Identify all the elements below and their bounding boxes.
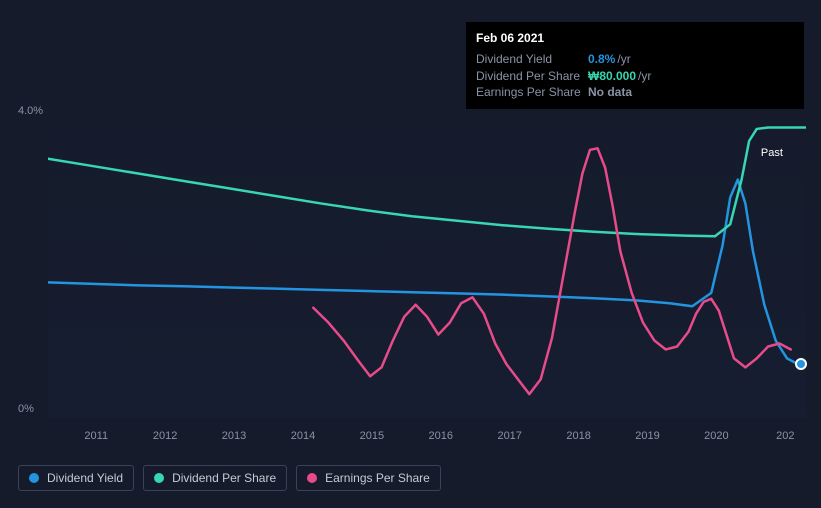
tooltip-row-value: ₩80.000 [588, 68, 636, 85]
tooltip-row-value: 0.8% [588, 51, 615, 68]
tooltip-row-label: Earnings Per Share [476, 84, 588, 101]
x-axis-labels: 2011 2012 2013 2014 2015 2016 2017 2018 2019 2020… [48, 430, 808, 450]
series-line [48, 180, 806, 365]
tooltip-row-suffix: /yr [617, 51, 630, 68]
legend-item[interactable]: Earnings Per Share [296, 465, 441, 491]
legend-label: Dividend Yield [47, 471, 123, 485]
x-axis-label: 2015 [360, 430, 384, 442]
tooltip-row-value: No data [588, 84, 632, 101]
chart-plot: Past [48, 120, 806, 418]
x-axis-label: 2011 [84, 430, 108, 442]
series-marker [795, 358, 807, 370]
x-axis-label: 202 [776, 430, 794, 442]
tooltip-row-suffix: /yr [638, 68, 651, 85]
tooltip-row: Earnings Per ShareNo data [476, 84, 794, 101]
legend-dot-icon [29, 473, 39, 483]
y-axis-label: 4.0% [18, 105, 43, 117]
series-line [313, 148, 791, 394]
tooltip-row-label: Dividend Yield [476, 51, 588, 68]
x-axis-label: 2012 [153, 430, 177, 442]
x-axis-label: 2013 [222, 430, 246, 442]
legend-label: Dividend Per Share [172, 471, 276, 485]
legend-item[interactable]: Dividend Per Share [143, 465, 287, 491]
series-line [48, 127, 806, 236]
chart-legend: Dividend Yield Dividend Per Share Earnings… [18, 465, 441, 491]
x-axis-label: 2019 [635, 430, 659, 442]
x-axis-label: 2017 [497, 430, 521, 442]
x-axis-label: 2018 [566, 430, 590, 442]
x-axis-label: 2016 [429, 430, 453, 442]
legend-label: Earnings Per Share [325, 471, 430, 485]
tooltip-date: Feb 06 2021 [476, 30, 794, 47]
tooltip-row-label: Dividend Per Share [476, 68, 588, 85]
y-axis-label: 0% [18, 403, 34, 415]
chart-tooltip: Feb 06 2021 Dividend Yield0.8%/yrDividen… [466, 22, 804, 109]
legend-dot-icon [307, 473, 317, 483]
legend-dot-icon [154, 473, 164, 483]
legend-item[interactable]: Dividend Yield [18, 465, 134, 491]
x-axis-label: 2020 [704, 430, 728, 442]
tooltip-row: Dividend Yield0.8%/yr [476, 51, 794, 68]
x-axis-label: 2014 [291, 430, 315, 442]
past-label: Past [761, 147, 783, 159]
tooltip-row: Dividend Per Share₩80.000/yr [476, 68, 794, 85]
